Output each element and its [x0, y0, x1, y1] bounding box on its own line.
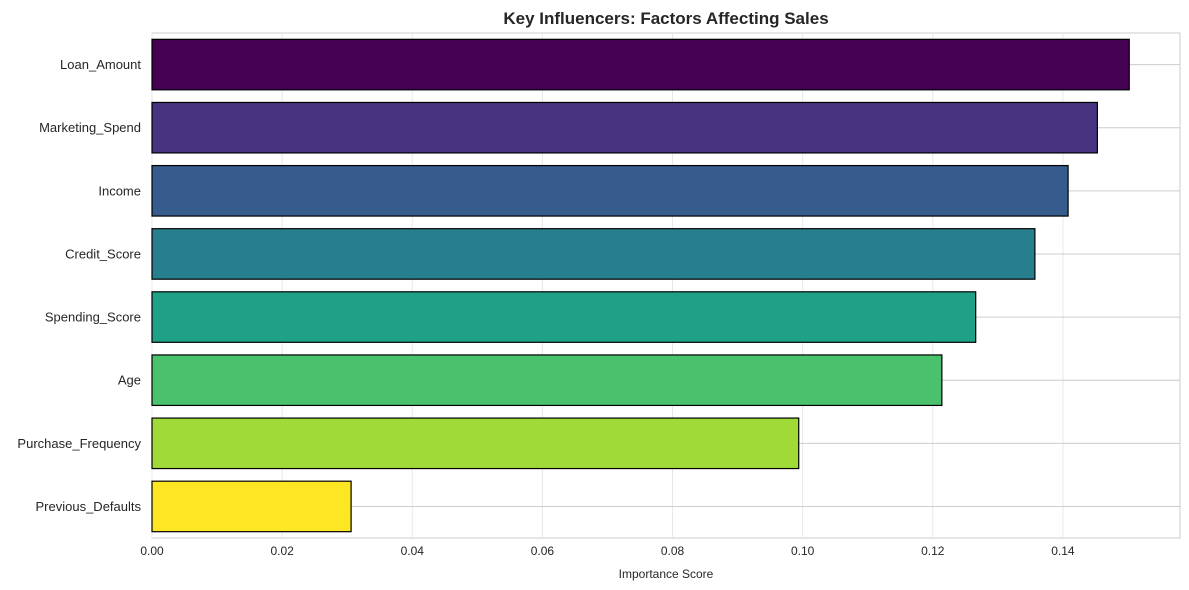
bar-income	[151, 164, 1069, 217]
category-label: Marketing_Spend	[39, 120, 141, 135]
bar-previous-defaults	[151, 480, 352, 533]
x-axis-label: Importance Score	[619, 567, 714, 581]
chart-title: Key Influencers: Factors Affecting Sales	[503, 9, 828, 28]
x-tick-label: 0.04	[401, 544, 425, 558]
bar-loan-amount	[151, 38, 1130, 91]
category-label: Credit_Score	[65, 246, 141, 261]
category-label: Age	[118, 373, 141, 388]
category-label: Previous_Defaults	[36, 499, 142, 514]
category-label: Income	[98, 183, 141, 198]
x-tick-label: 0.06	[531, 544, 555, 558]
x-tick-label: 0.00	[140, 544, 164, 558]
category-label: Purchase_Frequency	[17, 436, 141, 451]
bar-spending-score	[151, 291, 977, 343]
x-tick-label: 0.02	[270, 544, 294, 558]
bar-age	[151, 354, 943, 407]
bar-purchase-frequency	[151, 417, 800, 470]
category-label: Spending_Score	[45, 310, 141, 325]
x-tick-label: 0.08	[661, 544, 685, 558]
x-tick-label: 0.14	[1051, 544, 1075, 558]
category-label: Loan_Amount	[60, 57, 141, 72]
bar-credit-score	[151, 228, 1036, 280]
plot-area: Loan_Amount Marketing_Spend Income Credit_S…	[17, 32, 1181, 558]
bar-marketing-spend	[151, 101, 1098, 154]
x-tick-label: 0.10	[791, 544, 815, 558]
x-tick-label: 0.12	[921, 544, 945, 558]
